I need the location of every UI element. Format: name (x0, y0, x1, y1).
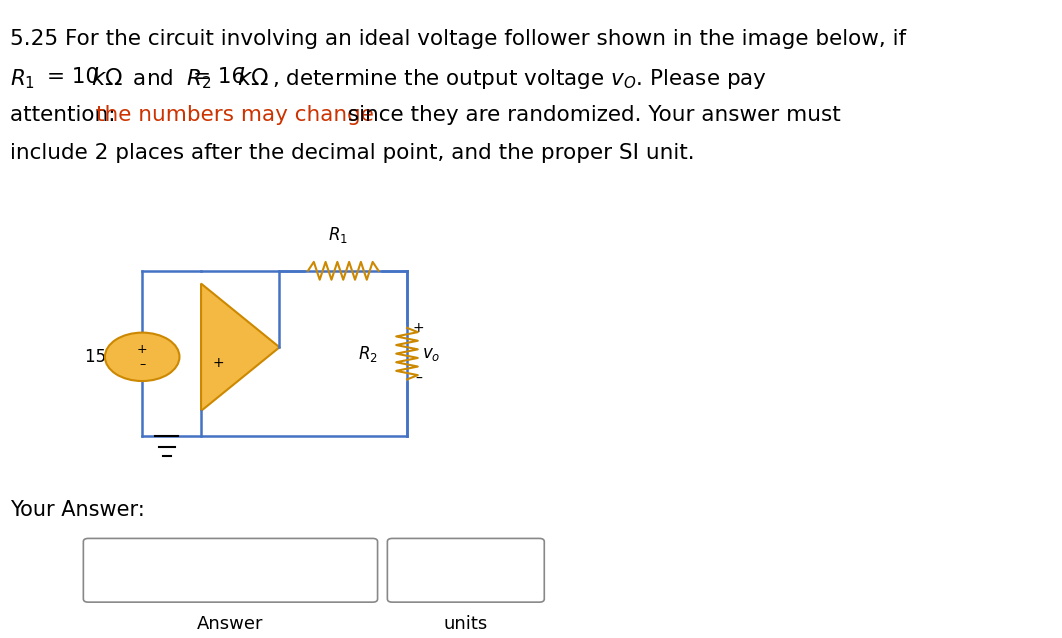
Text: $R_1$: $R_1$ (328, 225, 348, 246)
FancyBboxPatch shape (83, 538, 378, 602)
Text: $R_1$: $R_1$ (10, 67, 35, 91)
Polygon shape (201, 283, 279, 411)
Text: +: + (212, 356, 224, 370)
Text: –: – (139, 358, 145, 371)
Text: and  $R_2$: and $R_2$ (125, 67, 211, 91)
Text: –: – (415, 372, 423, 386)
Text: $R_2$: $R_2$ (358, 344, 378, 364)
Text: attention:: attention: (10, 105, 122, 125)
Text: Answer: Answer (198, 615, 263, 633)
Text: the numbers may change: the numbers may change (96, 105, 374, 125)
Text: $v_o$: $v_o$ (422, 345, 440, 362)
Text: units: units (444, 615, 487, 633)
Text: $k\Omega$: $k\Omega$ (91, 67, 123, 90)
Circle shape (105, 332, 179, 381)
Text: include 2 places after the decimal point, and the proper SI unit.: include 2 places after the decimal point… (10, 144, 695, 163)
Text: Your Answer:: Your Answer: (10, 500, 144, 520)
Text: 5.25 For the circuit involving an ideal voltage follower shown in the image belo: 5.25 For the circuit involving an ideal … (10, 29, 906, 48)
FancyBboxPatch shape (388, 538, 545, 602)
Text: , determine the output voltage $v_O$. Please pay: , determine the output voltage $v_O$. Pl… (272, 67, 767, 91)
Text: $k\Omega$: $k\Omega$ (237, 67, 269, 90)
Text: = 10: = 10 (47, 67, 106, 87)
Text: 15 V: 15 V (85, 348, 123, 366)
Text: +: + (137, 343, 148, 355)
Text: since they are randomized. Your answer must: since they are randomized. Your answer m… (341, 105, 841, 125)
Text: +: + (413, 321, 425, 335)
Text: = 16: = 16 (193, 67, 253, 87)
